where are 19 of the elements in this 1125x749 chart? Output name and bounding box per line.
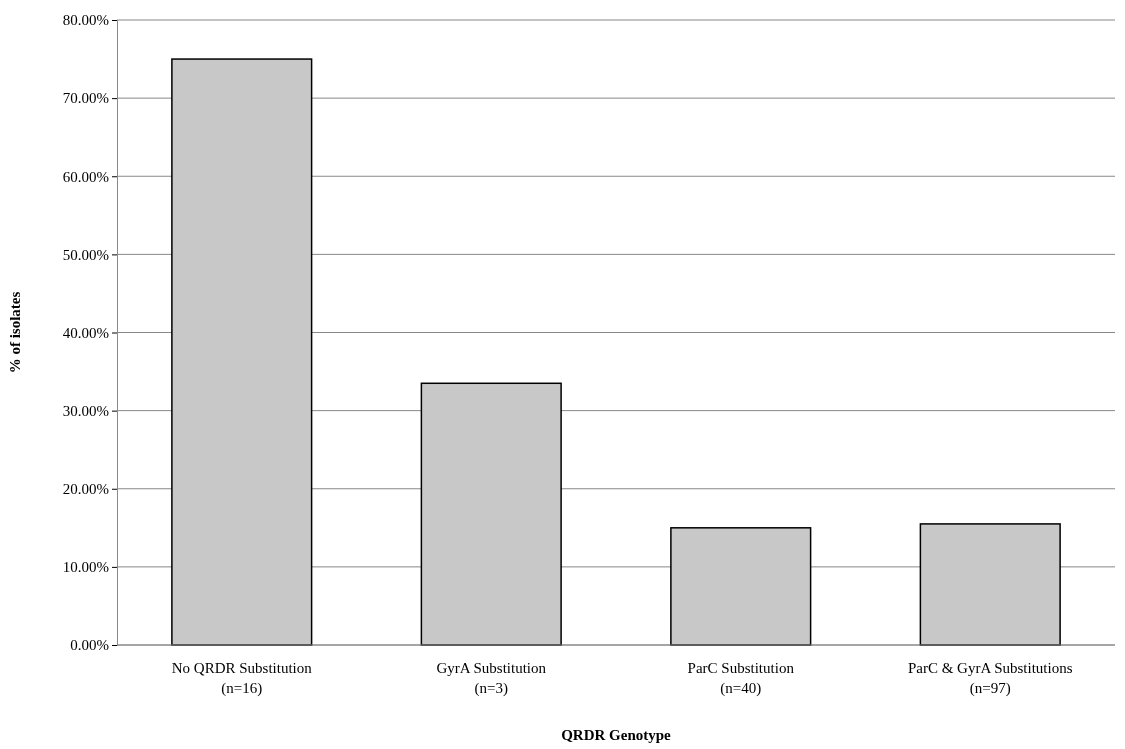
- y-tick-label: 30.00%: [62, 402, 109, 419]
- bar: [919, 523, 1061, 646]
- y-tick-label: 80.00%: [62, 12, 109, 29]
- x-tick-label: No QRDR Substitution (n=16): [171, 660, 313, 697]
- y-tick-label: 40.00%: [62, 324, 109, 341]
- x-tick-label: GyrA Substitution (n=3): [436, 660, 547, 697]
- y-axis-title: % of isolates: [7, 291, 23, 374]
- x-tick-label: ParC & GyrA Substitutions (n=97): [907, 660, 1073, 697]
- y-tick-label: 10.00%: [62, 559, 109, 576]
- y-tick-label: 50.00%: [62, 246, 109, 263]
- y-tick-label: 20.00%: [62, 481, 109, 498]
- bar: [420, 382, 562, 646]
- bar: [171, 58, 313, 646]
- bar: [670, 527, 812, 646]
- y-tick-label: 60.00%: [62, 168, 109, 185]
- x-axis-title: QRDR Genotype: [561, 727, 672, 743]
- x-tick-label: ParC Substitution (n=40): [687, 660, 795, 697]
- y-tick-label: 70.00%: [62, 90, 109, 107]
- y-tick-label: 0.00%: [70, 637, 109, 654]
